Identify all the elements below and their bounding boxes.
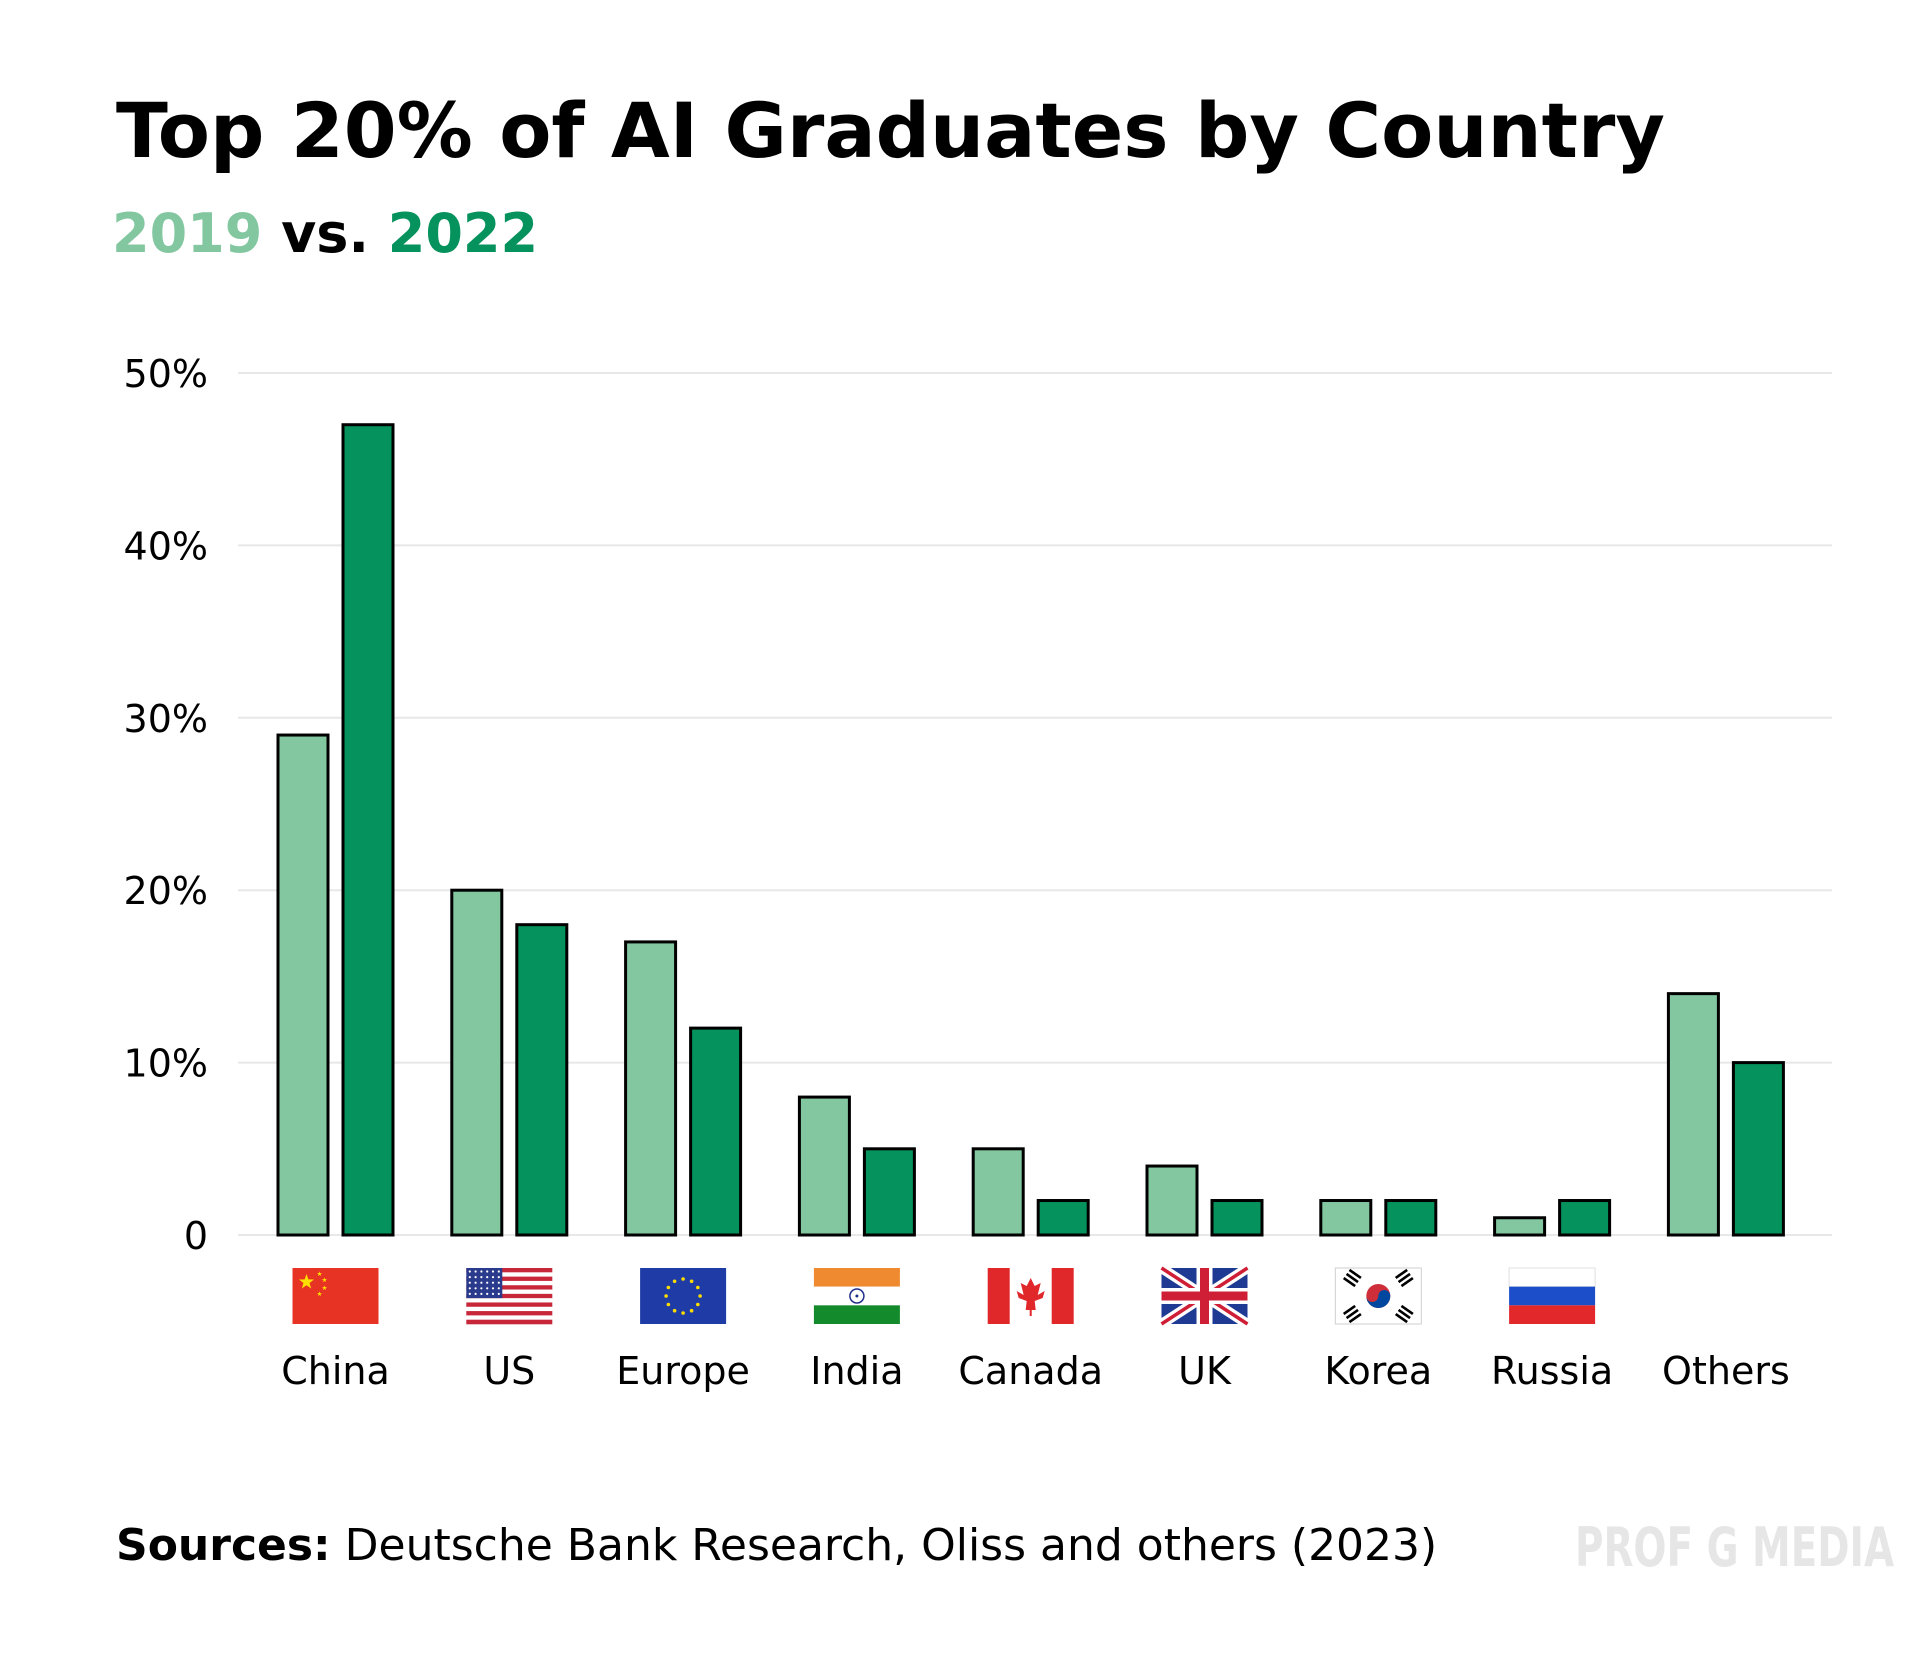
legend-2019: 2019 [112, 202, 263, 265]
x-label-us: US [483, 1349, 535, 1393]
y-tick-label: 20% [124, 869, 208, 913]
russia-flag-icon [1508, 1267, 1596, 1324]
bar-europe-2022 [689, 1026, 743, 1237]
bar-korea-2022 [1384, 1199, 1438, 1237]
bar-uk-2019 [1145, 1164, 1199, 1237]
x-label-india: India [810, 1349, 903, 1393]
eu-flag-icon [640, 1268, 727, 1324]
y-tick-label: 40% [124, 524, 208, 568]
bars [276, 423, 1785, 1237]
china-flag-icon [292, 1268, 379, 1324]
legend-separator: vs. [262, 202, 388, 265]
us-flag-icon [466, 1268, 553, 1325]
x-label-others: Others [1662, 1349, 1790, 1393]
x-label-china: China [281, 1349, 390, 1393]
bar-canada-2019 [971, 1147, 1025, 1237]
chart-subtitle: 2019 vs. 2022 [112, 202, 538, 265]
watermark-logo: PROF G MEDIA [1575, 1516, 1895, 1579]
bar-china-2022 [341, 423, 395, 1237]
bar-india-2019 [797, 1095, 851, 1237]
y-axis-ticks: 0 10% 20% 30% 40% 50% [124, 352, 208, 1258]
bar-us-2019 [450, 888, 504, 1237]
bar-others-2022 [1731, 1061, 1785, 1237]
bar-europe-2019 [624, 940, 678, 1237]
canada-flag-icon [987, 1268, 1074, 1324]
sources-label: Sources: [116, 1520, 331, 1571]
bar-uk-2022 [1210, 1199, 1264, 1237]
x-label-russia: Russia [1491, 1349, 1613, 1393]
y-tick-label: 10% [124, 1042, 208, 1086]
sources-note: Sources: Deutsche Bank Research, Oliss a… [116, 1520, 1437, 1571]
legend-2022: 2022 [387, 202, 539, 265]
bar-korea-2019 [1319, 1199, 1373, 1237]
bar-china-2019 [276, 733, 330, 1237]
bar-russia-2022 [1558, 1199, 1612, 1237]
bar-canada-2022 [1036, 1199, 1090, 1237]
india-flag-icon [813, 1268, 900, 1324]
uk-flag-icon [1158, 1263, 1251, 1329]
x-label-uk: UK [1178, 1349, 1232, 1393]
bar-india-2022 [862, 1147, 916, 1237]
x-axis-labels: China US Europe India Canada UK Korea Russia Oth… [281, 1349, 1790, 1393]
korea-flag-icon [1334, 1267, 1422, 1325]
y-tick-label: 0 [184, 1214, 208, 1258]
chart-title: Top 20% of AI Graduates by Country [116, 86, 1665, 175]
y-tick-label: 50% [124, 352, 208, 396]
bar-us-2022 [515, 923, 569, 1237]
sources-text: Deutsche Bank Research, Oliss and others… [330, 1520, 1438, 1571]
x-label-europe: Europe [616, 1349, 750, 1393]
bar-others-2019 [1666, 992, 1720, 1237]
x-label-korea: Korea [1324, 1349, 1432, 1393]
flags [292, 1263, 1596, 1329]
y-tick-label: 30% [124, 697, 208, 741]
bar-russia-2019 [1493, 1216, 1547, 1237]
x-label-canada: Canada [958, 1349, 1103, 1393]
